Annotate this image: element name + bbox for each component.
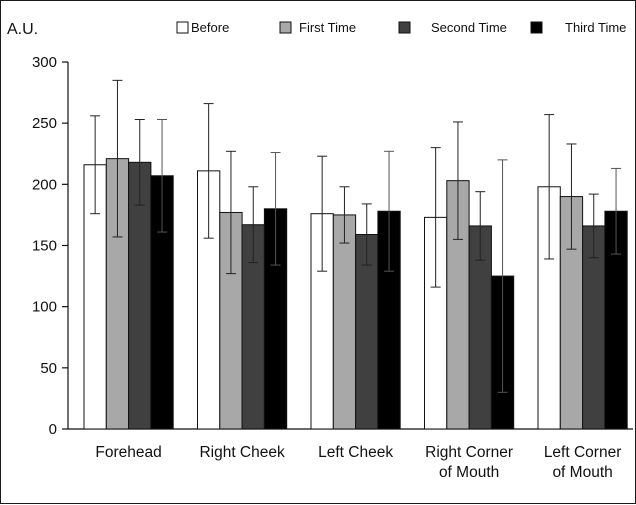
y-tick-label: 300 <box>32 54 57 71</box>
legend-label: Third Time <box>565 20 626 35</box>
legend-label: Before <box>191 20 229 35</box>
legend-swatch <box>176 21 189 34</box>
bar-first-time <box>332 214 357 430</box>
y-tick-label: 0 <box>49 421 57 438</box>
legend-label: First Time <box>299 20 356 35</box>
legend-label: Second Time <box>431 20 507 35</box>
x-tick-label: Right Corner <box>425 444 513 461</box>
y-tick-label: 200 <box>32 176 57 193</box>
legend: Before First Time Second Time Third Time <box>176 20 626 35</box>
x-tick-label: Forehead <box>95 444 161 461</box>
x-axis-labels: Forehead Right Cheek Left Cheek Right Corne… <box>95 444 621 481</box>
x-tick-label: of Mouth <box>439 464 499 481</box>
x-tick-label: Left Corner <box>544 444 622 461</box>
y-axis-unit-label: A.U. <box>7 21 38 38</box>
y-tick-label: 150 <box>32 238 57 255</box>
y-tick-label: 50 <box>40 360 57 377</box>
y-tick-label: 100 <box>32 299 57 316</box>
legend-swatch <box>530 21 543 34</box>
x-tick-label: Right Cheek <box>199 444 285 461</box>
y-tick-label: 250 <box>32 115 57 132</box>
legend-swatch <box>279 21 292 34</box>
error-bars <box>90 79 622 393</box>
bars <box>83 158 628 430</box>
legend-swatch <box>398 21 411 34</box>
x-tick-label: Left Cheek <box>318 444 393 461</box>
x-tick-label: of Mouth <box>552 464 612 481</box>
